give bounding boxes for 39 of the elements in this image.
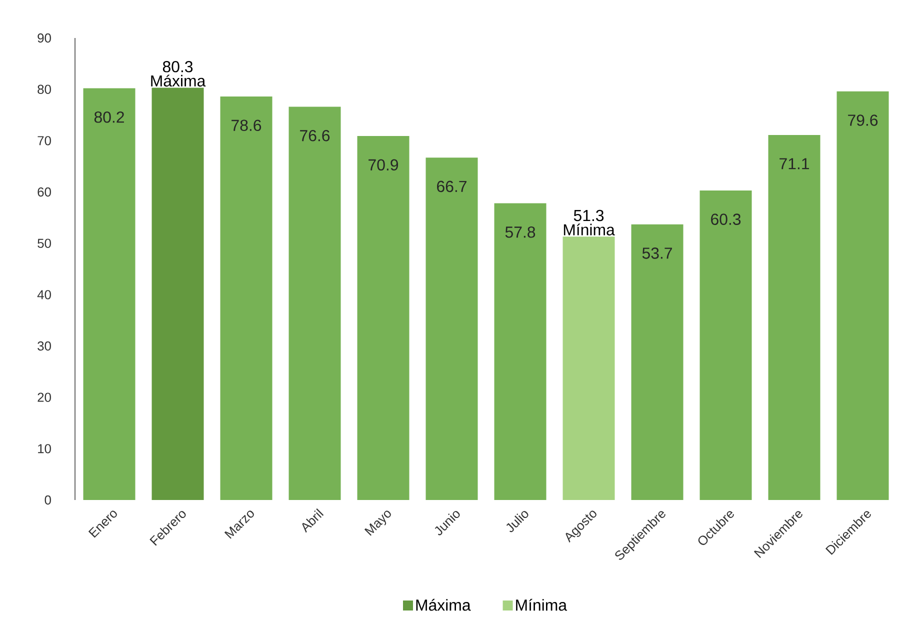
bar (700, 190, 752, 500)
data-label: 76.6 (300, 130, 330, 142)
bar (83, 88, 136, 500)
data-label: 53.7 (642, 248, 672, 259)
y-tick-label: 0 (44, 495, 51, 505)
data-label: 57.8 (505, 226, 536, 238)
data-label: 80.3 (162, 61, 193, 72)
y-tick-label: 60 (38, 187, 51, 197)
legend-label: Máxima (416, 598, 471, 611)
bar (426, 158, 478, 500)
y-tick-label: 80 (38, 84, 51, 94)
y-tick-label: 70 (38, 136, 51, 146)
legend-label: Mínima (516, 598, 568, 611)
bar (768, 135, 820, 500)
y-tick-label: 10 (38, 444, 51, 454)
bar (494, 203, 546, 500)
x-tick-label: Julio (506, 511, 528, 532)
bar (152, 88, 204, 500)
y-tick-label: 50 (38, 238, 51, 248)
data-label: 70.9 (368, 159, 398, 171)
data-label: 66.7 (437, 180, 466, 192)
y-tick-label: 30 (38, 341, 51, 351)
bar (357, 136, 410, 500)
bar (220, 96, 272, 500)
data-label: 79.6 (848, 114, 878, 126)
data-label: 71.1 (780, 158, 809, 170)
bar (836, 91, 889, 500)
annotation: Mínima (564, 224, 615, 236)
data-label: 78.6 (232, 120, 262, 131)
data-label: 80.2 (94, 112, 124, 123)
y-tick-label: 90 (38, 33, 51, 43)
data-label: 51.3 (574, 210, 604, 222)
y-tick-label: 20 (38, 392, 51, 402)
bar (288, 106, 341, 500)
bar (562, 236, 615, 500)
y-tick-label: 40 (37, 290, 51, 300)
bar (631, 224, 684, 500)
annotation: Máxima (151, 74, 206, 87)
data-label: 60.3 (711, 214, 741, 225)
